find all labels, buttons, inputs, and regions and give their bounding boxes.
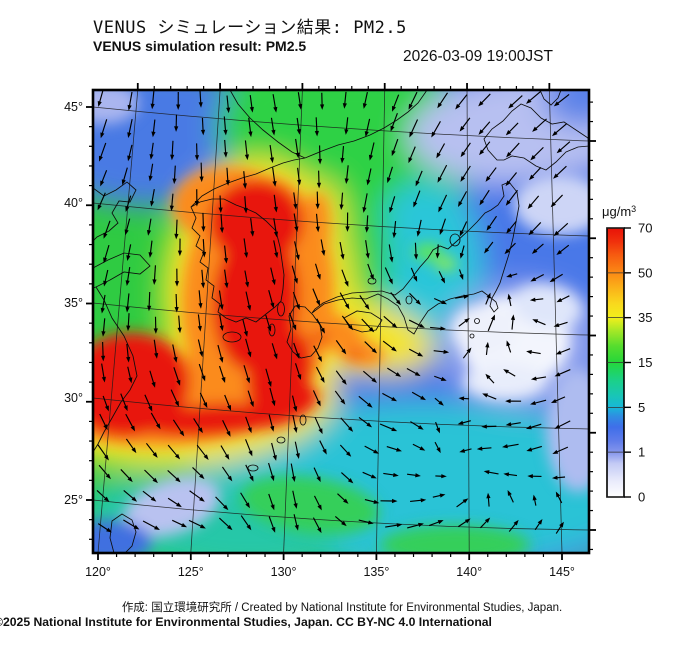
axis-labels: 120° 125° 130° 135° 140° 145° 45° 40° 35° 30° 25°	[64, 100, 575, 579]
x-axis-label: 120°	[85, 565, 111, 579]
colorbar-unit-label: μg/m3	[602, 204, 636, 219]
y-axis-label: 40°	[64, 196, 83, 210]
axis-ticks	[86, 83, 596, 560]
colorbar-tick-label: 35	[638, 310, 652, 325]
y-axis-label: 35°	[64, 296, 83, 310]
x-axis-label: 145°	[549, 565, 575, 579]
y-axis-label: 25°	[64, 493, 83, 507]
x-axis-label: 135°	[363, 565, 389, 579]
y-axis-label: 45°	[64, 100, 83, 114]
colorbar-tick-label: 1	[638, 445, 645, 460]
license-line: ©2025 National Institute for Environment…	[0, 615, 492, 629]
datetime-stamp: 2026-03-09 19:00JST	[403, 48, 553, 65]
page-title-japanese: VENUS シミュレーション結果: PM2.5	[93, 18, 407, 38]
colorbar-tick-label: 5	[638, 400, 645, 415]
colorbar-tick-label: 50	[638, 265, 652, 280]
x-axis-label: 130°	[271, 565, 297, 579]
credit-line: 作成: 国立環境研究所 / Created by National Instit…	[121, 602, 563, 614]
colorbar-tick-label: 70	[638, 221, 652, 236]
page-title-english: VENUS simulation result: PM2.5	[93, 38, 307, 54]
x-axis-label: 140°	[456, 565, 482, 579]
colorbar-tick-label: 15	[638, 355, 652, 370]
concentration-field	[93, 90, 589, 553]
wind-arrows	[96, 90, 571, 534]
colorbar: 70 50 35 15 5 1 0 μg/m3	[602, 204, 652, 505]
y-axis-label: 30°	[64, 391, 83, 405]
coastlines	[93, 90, 589, 553]
colorbar-tick-label: 0	[638, 490, 645, 505]
x-axis-label: 125°	[178, 565, 204, 579]
